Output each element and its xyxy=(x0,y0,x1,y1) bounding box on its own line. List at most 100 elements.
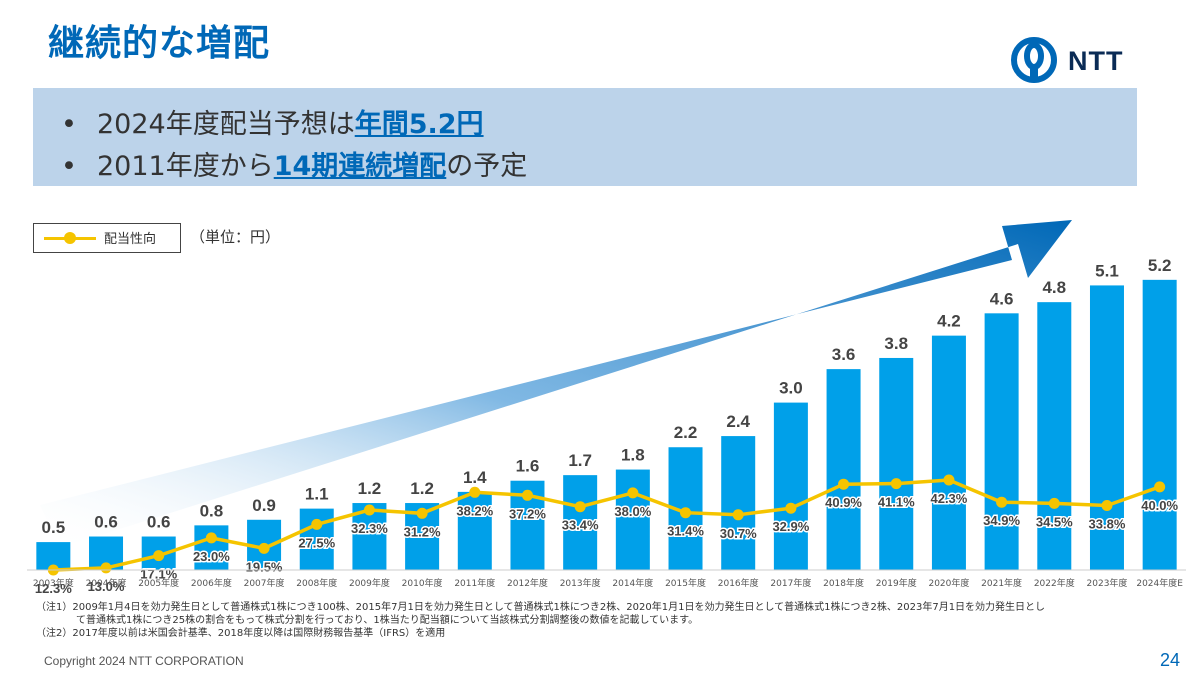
payout-ratio-point xyxy=(996,496,1008,508)
dividend-value-label: 3.6 xyxy=(832,345,856,364)
x-tick-label: 2018年度 xyxy=(823,577,864,589)
dividend-value-label: 3.8 xyxy=(884,334,908,353)
payout-ratio-point xyxy=(205,532,217,544)
bullet: • xyxy=(61,151,77,182)
unit-label: （単位：円） xyxy=(190,228,281,246)
x-tick-label: 2005年度 xyxy=(138,577,179,589)
payout-ratio-point xyxy=(258,542,270,554)
dividend-value-label: 1.6 xyxy=(516,457,540,476)
dividend-value-label: 0.6 xyxy=(147,513,171,532)
x-tick-label: 2017年度 xyxy=(770,577,811,589)
dividend-bar xyxy=(1089,285,1124,570)
dividend-value-label: 1.7 xyxy=(568,451,592,470)
payout-ratio-point xyxy=(311,518,323,530)
chart-legend: 配当性向 xyxy=(33,223,181,253)
dividend-bar xyxy=(931,335,966,570)
dividend-value-label: 0.6 xyxy=(94,513,118,532)
x-tick-label: 2024年度E xyxy=(1136,577,1183,589)
summary-line-1: • 2024年度配当予想は年間5.2円 xyxy=(61,102,484,141)
payout-ratio-label: 19.5% xyxy=(246,559,283,574)
dividend-bar xyxy=(879,357,914,570)
payout-ratio-label: 33.8% xyxy=(1089,517,1126,532)
ntt-logo-mark xyxy=(1011,37,1057,83)
footnote-1-line-2: て普通株式1株につき25株の割合をもって株式分割を行っており、1株当たり配当額に… xyxy=(76,615,699,626)
dividend-value-label: 4.2 xyxy=(937,312,961,331)
payout-ratio-line xyxy=(53,478,1161,572)
dividend-bar xyxy=(984,313,1019,570)
dividend-bar xyxy=(299,508,334,570)
x-tick-label: 2011年度 xyxy=(454,577,495,589)
dividend-value-label: 4.8 xyxy=(1042,278,1066,297)
dividend-bar xyxy=(773,402,808,570)
payout-ratio-label: 31.4% xyxy=(667,524,704,539)
payout-ratio-point xyxy=(838,478,850,490)
payout-ratio-point xyxy=(469,486,481,498)
payout-ratio-point xyxy=(416,507,428,519)
x-tick-label: 2012年度 xyxy=(507,577,548,589)
x-tick-label: 2022年度 xyxy=(1034,577,1075,589)
dividend-value-label: 0.8 xyxy=(200,501,224,520)
page-title: 継続的な増配 xyxy=(48,23,271,64)
dividend-bar xyxy=(563,475,598,570)
dividend-value-label: 1.2 xyxy=(358,479,382,498)
dividend-value-label: 1.8 xyxy=(621,446,645,465)
payout-ratio-label: 40.0% xyxy=(1141,498,1178,513)
legend-label: 配当性向 xyxy=(104,232,157,247)
payout-ratio-label: 38.2% xyxy=(456,503,493,518)
x-tick-label: 2007年度 xyxy=(244,577,285,589)
dividend-value-label: 1.4 xyxy=(463,468,487,487)
payout-ratio-point xyxy=(890,478,902,490)
dividend-bar xyxy=(457,491,492,570)
page-number: 24 xyxy=(1160,650,1181,670)
payout-ratio-point xyxy=(1048,497,1060,509)
payout-ratio-label: 32.9% xyxy=(772,519,809,534)
summary-text: 2024年度配当予想は xyxy=(97,109,355,140)
payout-ratio-label: 34.9% xyxy=(983,513,1020,528)
summary-suffix: の予定 xyxy=(446,151,528,182)
dividend-value-label: 0.9 xyxy=(252,496,276,515)
payout-ratio-label: 23.0% xyxy=(193,549,230,564)
payout-ratio-label: 38.0% xyxy=(614,504,651,519)
dividend-bar xyxy=(721,436,756,570)
payout-ratio-point xyxy=(363,504,375,516)
x-tick-label: 2009年度 xyxy=(349,577,390,589)
summary-highlight: 14期連続増配 xyxy=(273,151,447,182)
dividend-bar xyxy=(1037,302,1072,570)
payout-ratio-label: 42.3% xyxy=(930,491,967,506)
dividend-value-label: 5.2 xyxy=(1148,256,1172,275)
payout-ratio-point xyxy=(574,501,586,513)
payout-ratio-label: 41.1% xyxy=(878,495,915,510)
dividend-bar xyxy=(1142,279,1177,570)
x-tick-label: 2016年度 xyxy=(718,577,759,589)
x-tick-label: 2008年度 xyxy=(296,577,337,589)
payout-ratio-label: 33.4% xyxy=(562,518,599,533)
logo-text: NTT xyxy=(1068,46,1124,76)
x-tick-label: 2013年度 xyxy=(560,577,601,589)
dividend-value-label: 1.2 xyxy=(410,479,434,498)
x-tick-label: 2014年度 xyxy=(612,577,653,589)
summary-text: 2011年度から xyxy=(97,151,274,182)
x-tick-label: 2021年度 xyxy=(981,577,1022,589)
copyright: Copyright 2024 NTT CORPORATION xyxy=(44,654,244,668)
payout-ratio-label: 30.7% xyxy=(720,526,757,541)
ntt-logo: NTT xyxy=(1010,36,1170,86)
x-tick-label: 2019年度 xyxy=(876,577,917,589)
payout-ratio-point xyxy=(627,487,639,499)
payout-ratio-label: 34.5% xyxy=(1036,514,1073,529)
x-tick-label: 2023年度 xyxy=(1087,577,1128,589)
payout-ratio-label: 27.5% xyxy=(298,535,335,550)
dividend-value-label: 2.4 xyxy=(726,412,750,431)
summary-box: • 2024年度配当予想は年間5.2円 • 2011年度から14期連続増配の予定 xyxy=(33,88,1137,186)
dividend-bar xyxy=(826,369,861,570)
legend-marker-icon xyxy=(64,232,76,244)
footnote-2: （注2）2017年度以前は米国会計基準、2018年度以降は国際財務報告基準（IF… xyxy=(36,628,446,639)
payout-ratio-point xyxy=(785,502,797,514)
payout-ratio-point xyxy=(943,474,955,486)
payout-ratio-point xyxy=(732,509,744,521)
dividend-chart: 10倍以上に増加 12.3% 13.0%17.1%23.0%19.5%27.5%3… xyxy=(27,220,1186,595)
dividend-bar xyxy=(615,469,650,570)
payout-ratio-label: 31.2% xyxy=(404,524,441,539)
payout-ratio-label: 13.0% xyxy=(88,579,125,594)
payout-ratio-point xyxy=(100,562,112,574)
dividend-value-label: 2.2 xyxy=(674,423,698,442)
